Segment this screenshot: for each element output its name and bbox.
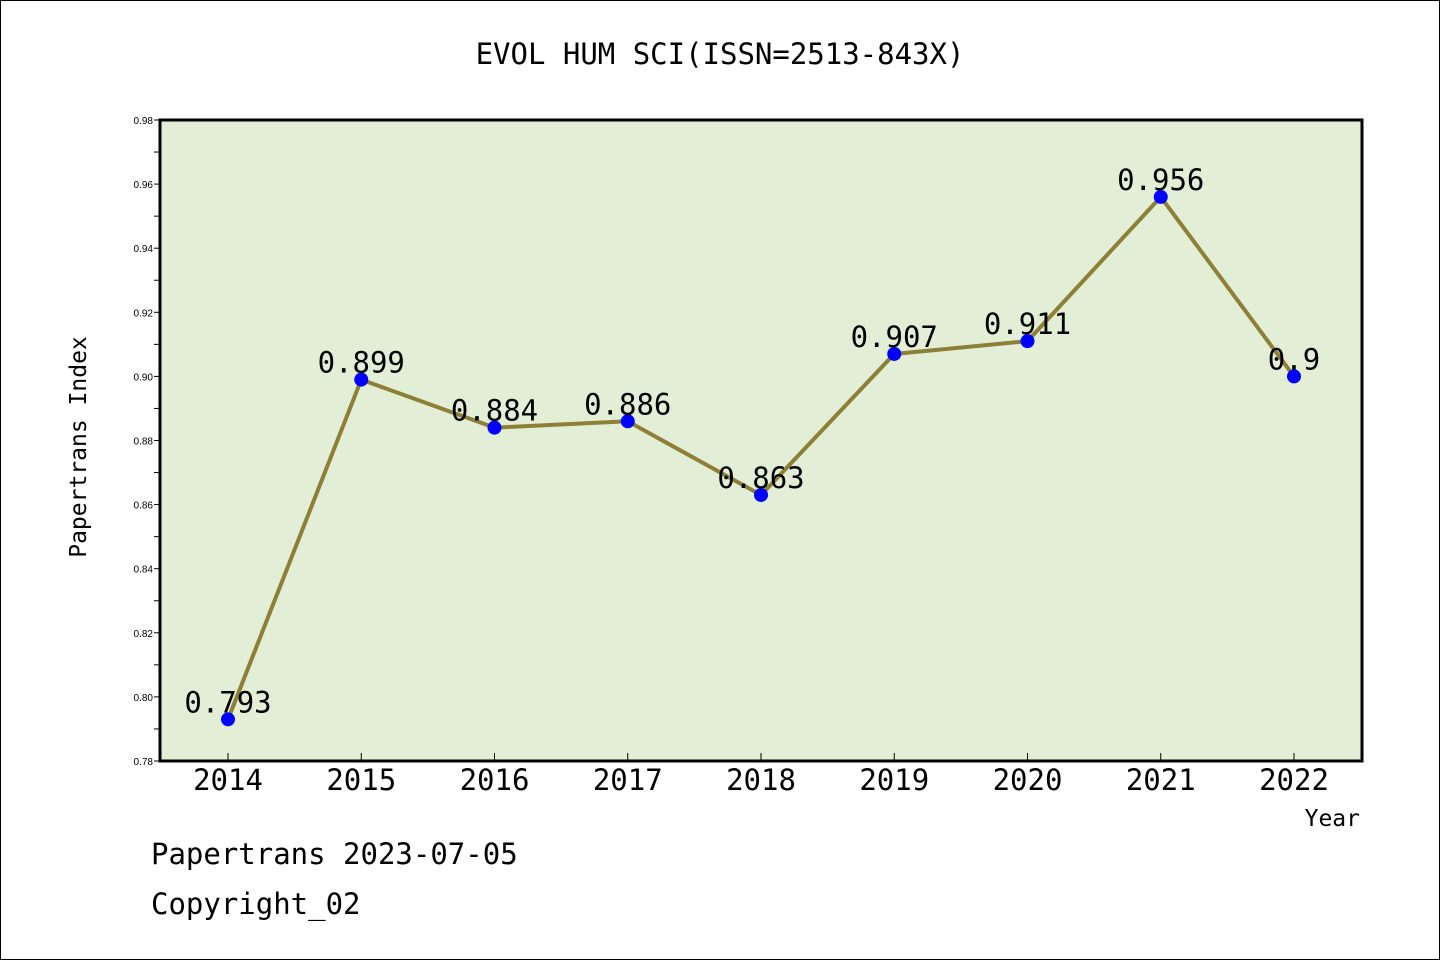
y-tick-label: 0.86 xyxy=(134,501,154,512)
data-point xyxy=(221,712,235,727)
data-point xyxy=(354,372,369,387)
data-label: 0.863 xyxy=(717,461,804,495)
x-tick-label: 2017 xyxy=(593,763,663,797)
data-label: 0.911 xyxy=(984,307,1071,341)
data-label: 0.9 xyxy=(1268,342,1320,376)
x-tick-label: 2018 xyxy=(726,763,796,797)
data-label: 0.884 xyxy=(451,394,538,428)
y-tick-label: 0.78 xyxy=(134,757,154,768)
data-point xyxy=(1153,189,1168,204)
x-tick-label: 2020 xyxy=(993,763,1063,797)
plot-border xyxy=(158,118,1364,763)
x-axis: 2014 2015 2016 2017 2018 2019 2020 2021 2022 xyxy=(193,753,1329,797)
y-tick-label: 0.84 xyxy=(134,565,154,576)
data-point xyxy=(620,414,635,429)
data-point xyxy=(487,420,502,435)
x-tick-label: 2022 xyxy=(1259,763,1329,797)
data-point xyxy=(1287,369,1301,384)
y-tick-label: 0.94 xyxy=(134,244,154,255)
plot-area xyxy=(160,120,1362,761)
x-tick-label: 2021 xyxy=(1126,763,1196,797)
y-axis: 0.78 0.80 0.82 0.84 0.86 0.88 0.90 0.92 0.94 0.96… xyxy=(134,116,160,768)
y-axis-label: Papertrans Index xyxy=(66,336,92,558)
y-tick-label: 0.82 xyxy=(134,629,154,640)
footer-copyright: Copyright_02 xyxy=(151,887,361,921)
x-tick-label: 2015 xyxy=(326,763,396,797)
footer-date: Papertrans 2023-07-05 xyxy=(151,837,518,871)
chart-title: EVOL HUM SCI(ISSN=2513-843X) xyxy=(475,37,965,71)
data-point xyxy=(754,487,768,502)
series-markers xyxy=(221,189,1301,727)
y-tick-label: 0.96 xyxy=(134,180,154,191)
y-tick-label: 0.90 xyxy=(134,372,154,383)
data-label: 0.899 xyxy=(318,346,405,380)
y-tick-label: 0.80 xyxy=(134,693,154,704)
x-tick-label: 2019 xyxy=(859,763,929,797)
data-label: 0.956 xyxy=(1117,163,1204,197)
x-tick-label: 2014 xyxy=(193,763,263,797)
data-label: 0.907 xyxy=(851,320,938,354)
data-label: 0.886 xyxy=(584,387,671,421)
data-point xyxy=(1020,334,1035,349)
x-axis-label: Year xyxy=(1305,806,1360,832)
y-tick-label: 0.92 xyxy=(134,308,154,319)
data-label: 0.793 xyxy=(184,685,271,719)
y-tick-label: 0.98 xyxy=(134,116,154,127)
data-labels: 0.793 0.899 0.884 0.886 0.863 0.907 0.911 0.956… xyxy=(184,163,1320,719)
data-point xyxy=(887,346,902,361)
y-tick-label: 0.88 xyxy=(134,437,154,448)
x-tick-label: 2016 xyxy=(460,763,530,797)
